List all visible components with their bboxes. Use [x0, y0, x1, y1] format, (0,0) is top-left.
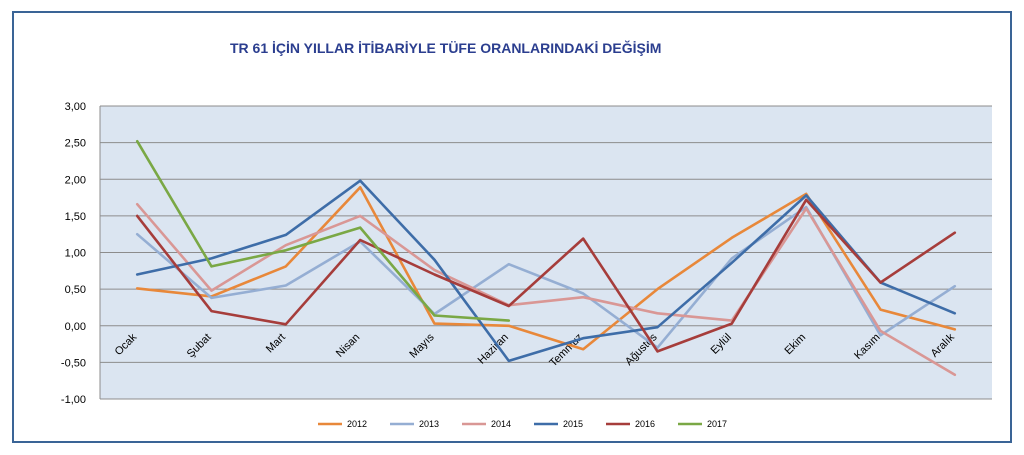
series-lines	[135, 139, 957, 377]
y-axis-ticks: -1,00 -0,50 0,00 0,50 1,00 1,50 2,00 2,50 3,00	[61, 101, 86, 406]
legend-label-2015: 2015	[563, 419, 583, 429]
y-tick-label: 0,50	[65, 284, 86, 296]
series-line-2016	[135, 198, 957, 353]
y-tick-label: -1,00	[61, 394, 86, 406]
legend-label-2013: 2013	[419, 419, 439, 429]
y-tick-label: -0,50	[61, 357, 86, 369]
legend-label-2017: 2017	[707, 419, 727, 429]
series-line-2015	[135, 179, 957, 363]
legend-label-2016: 2016	[635, 419, 655, 429]
y-tick-label: 0,00	[65, 321, 86, 333]
y-tick-label: 1,50	[65, 211, 86, 223]
legend-label-2014: 2014	[491, 419, 511, 429]
y-tick-label: 1,00	[65, 248, 86, 260]
legend-label-2012: 2012	[347, 419, 367, 429]
series-line-2017	[135, 139, 511, 322]
y-tick-label: 3,00	[65, 101, 86, 113]
y-tick-label: 2,00	[65, 174, 86, 186]
chart-title: TR 61 İÇİN YILLAR İTİBARİYLE TÜFE ORANLA…	[230, 40, 662, 56]
y-tick-label: 2,50	[65, 138, 86, 150]
legend: 2012 2013 2014 2015 2016 2017	[318, 419, 727, 429]
